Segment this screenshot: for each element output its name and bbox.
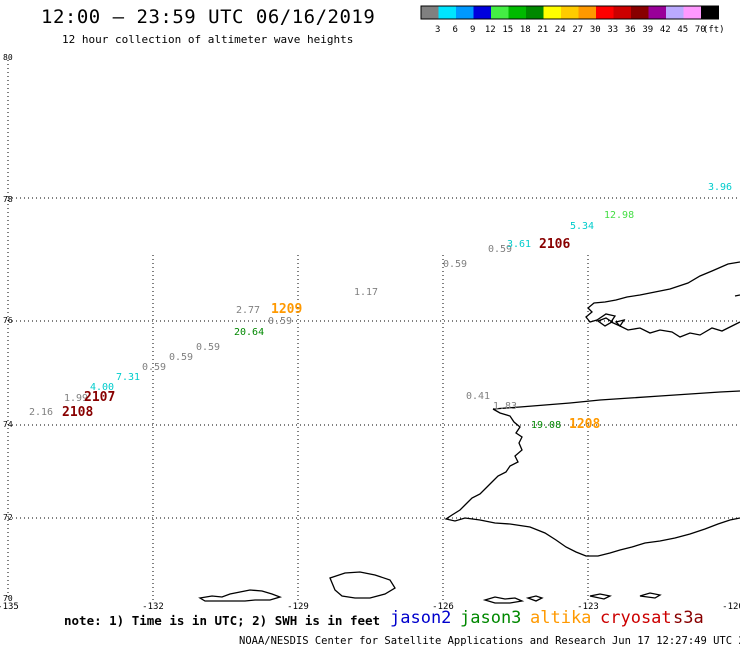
color-scale-unit: (ft) xyxy=(703,25,725,35)
color-swatch xyxy=(631,6,649,19)
wave-height-value: 1.83 xyxy=(493,401,517,412)
page-subtitle: 12 hour collection of altimeter wave hei… xyxy=(62,33,354,46)
latitude-label: 74 xyxy=(3,420,13,429)
wave-height-value: 0.59 xyxy=(196,342,220,353)
wave-height-value: 0.59 xyxy=(443,259,467,270)
wave-height-value: 19.08 xyxy=(531,420,561,431)
color-swatch xyxy=(543,6,561,19)
color-swatch-label: 6 xyxy=(453,25,458,35)
color-swatch-label: 15 xyxy=(502,25,513,35)
longitude-label: -120 xyxy=(722,602,740,612)
color-swatch xyxy=(648,6,666,19)
color-swatch xyxy=(473,6,491,19)
longitude-label: -135 xyxy=(0,602,19,612)
longitude-label: -123 xyxy=(577,602,599,612)
color-swatch xyxy=(596,6,614,19)
longitude-label: -129 xyxy=(287,602,309,612)
color-swatch xyxy=(421,6,439,19)
color-swatch xyxy=(683,6,701,19)
wave-height-value: 3.61 xyxy=(507,239,531,250)
color-swatch xyxy=(701,6,719,19)
latitude-label: 80 xyxy=(3,53,13,62)
wave-height-value: 20.64 xyxy=(234,327,264,338)
page-title: 12:00 – 23:59 UTC 06/16/2019 xyxy=(41,6,376,28)
color-swatch-label: 42 xyxy=(660,25,671,35)
color-swatch-label: 24 xyxy=(555,25,566,35)
wave-height-value: 12.98 xyxy=(604,210,634,221)
color-swatch-label: 21 xyxy=(537,25,548,35)
longitude-label: -132 xyxy=(142,602,164,612)
wave-height-value: 2108 xyxy=(62,405,93,420)
wave-height-value: 2.16 xyxy=(29,407,53,418)
latitude-label: 76 xyxy=(3,316,13,325)
color-swatch xyxy=(526,6,544,19)
color-swatch-label: 36 xyxy=(625,25,636,35)
wave-height-value: 1209 xyxy=(271,302,302,317)
satellite-altika-label: altika xyxy=(530,608,592,628)
wave-height-value: 4.00 xyxy=(90,382,114,393)
longitude-label: -126 xyxy=(432,602,454,612)
color-swatch xyxy=(666,6,684,19)
satellite-s3a-label: s3a xyxy=(673,608,704,628)
wave-height-value: 0.59 xyxy=(169,352,193,363)
color-swatch-label: 70 xyxy=(695,25,706,35)
satellite-jason2-label: jason2 xyxy=(390,608,452,628)
wave-height-value: 1208 xyxy=(569,417,600,432)
wave-height-value: 3.96 xyxy=(708,182,732,193)
color-swatch xyxy=(456,6,474,19)
color-swatch xyxy=(561,6,579,19)
color-swatch-label: 18 xyxy=(520,25,531,35)
credit-line: NOAA/NESDIS Center for Satellite Applica… xyxy=(239,635,740,647)
lat-lon-grid xyxy=(7,60,740,600)
color-swatch-label: 45 xyxy=(677,25,688,35)
latitude-labels: 80 78 76 74 72 70 xyxy=(3,53,13,603)
color-swatch-label: 39 xyxy=(642,25,653,35)
latitude-label: 72 xyxy=(3,513,13,522)
color-swatch xyxy=(491,6,509,19)
wave-height-value: 5.34 xyxy=(570,221,594,232)
satellite-cryosat-label: cryosat xyxy=(600,608,672,628)
color-swatch xyxy=(613,6,631,19)
color-swatch-label: 12 xyxy=(485,25,496,35)
wave-height-value: 2107 xyxy=(84,390,115,405)
color-swatch-label: 30 xyxy=(590,25,601,35)
wave-height-value: 7.31 xyxy=(116,372,140,383)
wave-height-value: 0.59 xyxy=(488,244,512,255)
wave-height-value: 1.17 xyxy=(354,287,378,298)
footer-note: note: 1) Time is in UTC; 2) SWH is in fe… xyxy=(64,613,381,628)
color-swatch-label: 9 xyxy=(470,25,475,35)
color-swatch-label: 27 xyxy=(572,25,583,35)
wave-height-value: 1.99 xyxy=(64,393,88,404)
longitude-labels: -135 -132 -129 -126 -123 -120 xyxy=(0,602,740,612)
color-scale-legend: 3 6 9 12 15 18 21 24 27 30 33 36 39 42 45 70(ft) xyxy=(420,5,725,35)
coastline xyxy=(198,261,740,604)
wave-height-value: 0.41 xyxy=(466,391,490,402)
color-swatch xyxy=(578,6,596,19)
color-swatch xyxy=(438,6,456,19)
satellite-jason3-label: jason3 xyxy=(460,608,522,628)
latitude-label: 70 xyxy=(3,594,13,603)
wave-height-value: 0.59 xyxy=(142,362,166,373)
wave-height-value: 2.77 xyxy=(236,305,260,316)
color-swatch-label: 33 xyxy=(607,25,618,35)
wave-height-value: 0.59 xyxy=(268,316,292,327)
color-swatch-label: 3 xyxy=(435,25,440,35)
latitude-label: 78 xyxy=(3,195,13,204)
color-swatch xyxy=(508,6,526,19)
wave-height-value: 2106 xyxy=(539,237,570,252)
